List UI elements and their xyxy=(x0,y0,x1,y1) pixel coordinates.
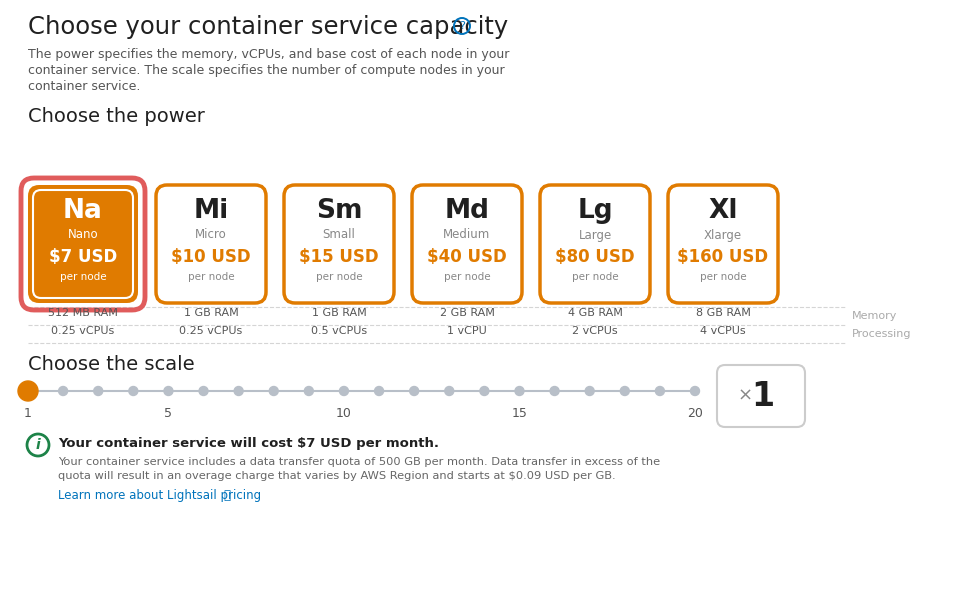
Text: 1: 1 xyxy=(751,379,774,413)
Text: per node: per node xyxy=(188,272,234,282)
Circle shape xyxy=(304,386,313,395)
Text: $40 USD: $40 USD xyxy=(428,248,507,266)
Text: Medium: Medium xyxy=(443,228,490,241)
Text: 20: 20 xyxy=(687,407,703,420)
Circle shape xyxy=(480,386,489,395)
Text: Your container service includes a data transfer quota of 500 GB per month. Data : Your container service includes a data t… xyxy=(58,457,660,467)
Circle shape xyxy=(550,386,560,395)
Text: 0.5 vCPUs: 0.5 vCPUs xyxy=(311,326,367,336)
Text: 2 GB RAM: 2 GB RAM xyxy=(439,308,494,318)
Text: 10: 10 xyxy=(336,407,351,420)
Text: Choose the scale: Choose the scale xyxy=(28,355,195,374)
Text: container service.: container service. xyxy=(28,80,141,93)
Text: Small: Small xyxy=(323,228,355,241)
Text: 2 vCPUs: 2 vCPUs xyxy=(572,326,618,336)
Circle shape xyxy=(18,381,38,401)
FancyBboxPatch shape xyxy=(156,185,266,303)
Circle shape xyxy=(409,386,419,395)
FancyBboxPatch shape xyxy=(284,185,394,303)
Text: ?: ? xyxy=(459,21,465,31)
Text: 1 GB RAM: 1 GB RAM xyxy=(184,308,239,318)
Text: Your container service will cost $7 USD per month.: Your container service will cost $7 USD … xyxy=(58,437,439,450)
Text: Xl: Xl xyxy=(708,198,738,224)
Text: per node: per node xyxy=(60,272,106,282)
Text: Nano: Nano xyxy=(67,228,98,241)
FancyBboxPatch shape xyxy=(412,185,522,303)
Circle shape xyxy=(164,386,173,395)
Text: ×: × xyxy=(738,387,753,405)
Text: Learn more about Lightsail pricing: Learn more about Lightsail pricing xyxy=(58,489,265,502)
Text: Sm: Sm xyxy=(316,198,362,224)
Text: 512 MB RAM: 512 MB RAM xyxy=(48,308,117,318)
Circle shape xyxy=(690,386,699,395)
Circle shape xyxy=(375,386,383,395)
Text: The power specifies the memory, vCPUs, and base cost of each node in your: The power specifies the memory, vCPUs, a… xyxy=(28,48,509,61)
Text: Na: Na xyxy=(63,198,103,224)
Text: 1: 1 xyxy=(24,407,32,420)
Text: 5: 5 xyxy=(165,407,172,420)
Text: 8 GB RAM: 8 GB RAM xyxy=(695,308,750,318)
Text: $10 USD: $10 USD xyxy=(171,248,250,266)
Text: Large: Large xyxy=(579,228,612,241)
FancyBboxPatch shape xyxy=(540,185,650,303)
Circle shape xyxy=(234,386,243,395)
Text: 4 GB RAM: 4 GB RAM xyxy=(567,308,622,318)
Text: $80 USD: $80 USD xyxy=(556,248,635,266)
Text: Md: Md xyxy=(445,198,489,224)
Text: per node: per node xyxy=(444,272,490,282)
Circle shape xyxy=(93,386,103,395)
Text: 0.25 vCPUs: 0.25 vCPUs xyxy=(179,326,243,336)
Text: Choose your container service capacity: Choose your container service capacity xyxy=(28,15,508,39)
Text: Micro: Micro xyxy=(195,228,227,241)
Text: 0.25 vCPUs: 0.25 vCPUs xyxy=(51,326,115,336)
Text: quota will result in an overage charge that varies by AWS Region and starts at $: quota will result in an overage charge t… xyxy=(58,471,615,481)
Circle shape xyxy=(656,386,664,395)
Text: per node: per node xyxy=(572,272,618,282)
Text: Lg: Lg xyxy=(577,198,612,224)
Text: i: i xyxy=(36,438,40,452)
Circle shape xyxy=(445,386,454,395)
Circle shape xyxy=(620,386,629,395)
Text: Mi: Mi xyxy=(194,198,228,224)
FancyBboxPatch shape xyxy=(668,185,778,303)
Text: $160 USD: $160 USD xyxy=(677,248,768,266)
Text: $7 USD: $7 USD xyxy=(49,248,117,266)
Text: Memory: Memory xyxy=(852,311,898,321)
Text: 4 vCPUs: 4 vCPUs xyxy=(700,326,745,336)
Circle shape xyxy=(59,386,67,395)
Circle shape xyxy=(270,386,278,395)
Circle shape xyxy=(515,386,524,395)
Text: Xlarge: Xlarge xyxy=(704,228,742,241)
Circle shape xyxy=(586,386,594,395)
Text: Processing: Processing xyxy=(852,329,912,339)
Circle shape xyxy=(199,386,208,395)
Text: per node: per node xyxy=(700,272,746,282)
Text: 1 vCPU: 1 vCPU xyxy=(447,326,487,336)
Circle shape xyxy=(129,386,138,395)
Text: container service. The scale specifies the number of compute nodes in your: container service. The scale specifies t… xyxy=(28,64,505,77)
Circle shape xyxy=(339,386,349,395)
Text: Choose the power: Choose the power xyxy=(28,107,205,126)
Text: 15: 15 xyxy=(511,407,528,420)
Text: per node: per node xyxy=(316,272,362,282)
Text: ⧉: ⧉ xyxy=(223,489,230,502)
FancyBboxPatch shape xyxy=(28,185,138,303)
Text: $15 USD: $15 USD xyxy=(299,248,378,266)
FancyBboxPatch shape xyxy=(717,365,805,427)
Text: 1 GB RAM: 1 GB RAM xyxy=(312,308,366,318)
